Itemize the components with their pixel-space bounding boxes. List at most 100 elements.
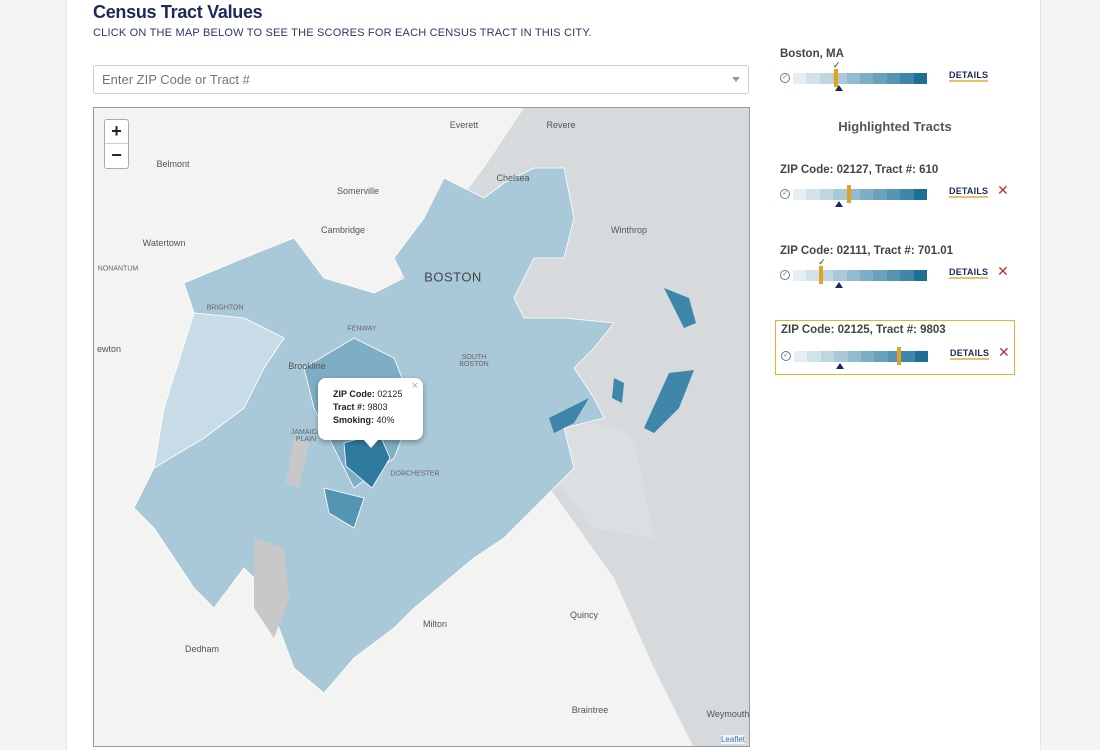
scale-segment bbox=[819, 270, 834, 281]
leaflet-attribution-link[interactable]: Leaflet bbox=[720, 735, 745, 744]
details-link[interactable]: DETAILS bbox=[949, 186, 989, 198]
scale-segment bbox=[846, 189, 861, 200]
scale-segment bbox=[833, 270, 847, 281]
search-input[interactable] bbox=[94, 66, 714, 93]
scale-segment bbox=[873, 270, 887, 281]
check-circle-icon[interactable]: ✓ bbox=[781, 351, 791, 361]
tract-popup: × ZIP Code: 02125 Tract #: 9803 Smoking:… bbox=[318, 378, 423, 448]
scale-segment bbox=[820, 351, 835, 362]
map-label: ewton bbox=[96, 344, 122, 354]
scale-segment bbox=[873, 73, 887, 84]
score-scale-bar: ✓ bbox=[793, 60, 928, 91]
check-icon: ✓ bbox=[832, 60, 841, 70]
map-label: Everett bbox=[449, 120, 479, 130]
map-label: Chelsea bbox=[496, 173, 530, 183]
popup-zip-label: ZIP Code: bbox=[333, 389, 375, 399]
scale-segment bbox=[900, 73, 914, 84]
scale-segment bbox=[914, 351, 929, 362]
scale-segment bbox=[846, 270, 861, 281]
map-label: Quincy bbox=[569, 610, 599, 620]
map-label: Brookline bbox=[288, 361, 326, 371]
scale-segment bbox=[806, 189, 820, 200]
score-marker bbox=[833, 69, 838, 87]
scale-segment bbox=[819, 189, 834, 200]
score-marker bbox=[847, 185, 852, 203]
card-title: ZIP Code: 02127, Tract #: 610 bbox=[780, 164, 939, 176]
details-link[interactable]: DETAILS bbox=[949, 70, 989, 82]
score-scale-bar: ✓ bbox=[793, 257, 928, 288]
highlighted-tract-card: ZIP Code: 02111, Tract #: 701.01 ✓ ✓ DET… bbox=[775, 241, 1015, 291]
score-scale-bar bbox=[793, 185, 928, 207]
scale-segment bbox=[794, 351, 808, 362]
scale-segment bbox=[861, 351, 875, 362]
tract-gray-2 bbox=[286, 438, 309, 488]
remove-tract-button[interactable]: ✕ bbox=[997, 182, 1009, 198]
remove-tract-button[interactable]: ✕ bbox=[998, 344, 1010, 360]
details-link[interactable]: DETAILS bbox=[950, 348, 990, 360]
zoom-in-button[interactable]: + bbox=[105, 120, 128, 144]
scale-segment bbox=[846, 73, 861, 84]
map-label: Belmont bbox=[156, 159, 190, 169]
check-circle-icon[interactable]: ✓ bbox=[780, 73, 790, 83]
average-triangle-icon bbox=[834, 85, 843, 91]
highlighted-tract-card: ZIP Code: 02125, Tract #: 9803 ✓ DETAILS… bbox=[775, 320, 1015, 375]
score-marker bbox=[896, 347, 901, 365]
popup-tract-label: Tract #: bbox=[333, 402, 366, 412]
card-title: ZIP Code: 02125, Tract #: 9803 bbox=[781, 324, 946, 336]
popup-close-button[interactable]: × bbox=[411, 380, 418, 392]
check-circle-icon[interactable]: ✓ bbox=[780, 189, 790, 199]
map-label: DORCHESTER bbox=[390, 470, 440, 478]
tract-gray bbox=[254, 538, 289, 638]
popup-metric: 40% bbox=[376, 415, 395, 425]
popup-metric-label: Smoking: bbox=[333, 415, 375, 425]
chevron-down-icon[interactable] bbox=[732, 77, 740, 82]
page-subtitle: CLICK ON THE MAP BELOW TO SEE THE SCORES… bbox=[93, 27, 592, 39]
scale-segment bbox=[860, 270, 874, 281]
average-triangle-icon bbox=[834, 201, 843, 207]
scale-segment bbox=[913, 189, 928, 200]
tract-mid bbox=[323, 487, 365, 529]
scale-segment bbox=[806, 73, 820, 84]
zoom-out-button[interactable]: − bbox=[111, 145, 122, 165]
scale-segment bbox=[900, 270, 914, 281]
scale-segment bbox=[900, 189, 914, 200]
popup-pointer bbox=[363, 439, 379, 448]
map-label: FENWAY bbox=[347, 325, 377, 333]
scale-segment bbox=[860, 73, 874, 84]
map-label: Revere bbox=[546, 120, 576, 130]
details-link[interactable]: DETAILS bbox=[949, 267, 989, 279]
average-triangle-icon bbox=[835, 363, 844, 369]
average-triangle-icon bbox=[834, 282, 843, 288]
tract-light bbox=[153, 312, 285, 469]
scale-segment bbox=[860, 189, 874, 200]
scale-segment bbox=[807, 351, 821, 362]
scale-segment bbox=[793, 189, 807, 200]
scale-segment bbox=[886, 189, 901, 200]
map-label: Milton bbox=[422, 619, 448, 629]
map-label: SOUTH BOSTON bbox=[459, 354, 489, 368]
scale-segment bbox=[886, 73, 901, 84]
popup-zip: 02125 bbox=[377, 389, 403, 399]
island bbox=[664, 288, 696, 328]
zip-tract-search[interactable] bbox=[93, 65, 749, 94]
highlighted-tracts-heading: Highlighted Tracts bbox=[838, 119, 952, 134]
check-circle-icon[interactable]: ✓ bbox=[780, 270, 790, 280]
map-label: BRIGHTON bbox=[206, 304, 244, 312]
scale-segment bbox=[847, 351, 862, 362]
remove-tract-button[interactable]: ✕ bbox=[997, 263, 1009, 279]
scale-segment bbox=[819, 73, 834, 84]
map[interactable]: Everett Revere Belmont Chelsea Somervill… bbox=[93, 107, 750, 747]
scale-segment bbox=[834, 351, 848, 362]
map-label: Watertown bbox=[142, 238, 186, 248]
map-canvas[interactable] bbox=[94, 108, 750, 747]
zoom-control: + − bbox=[104, 119, 129, 169]
map-label: Dedham bbox=[184, 644, 220, 654]
scale-segment bbox=[886, 270, 901, 281]
scale-segment bbox=[874, 351, 888, 362]
scale-segment bbox=[833, 73, 847, 84]
card-title: ZIP Code: 02111, Tract #: 701.01 bbox=[780, 245, 954, 257]
map-label: BOSTON bbox=[424, 269, 482, 285]
scale-segment bbox=[793, 270, 807, 281]
page-title: Census Tract Values bbox=[93, 2, 263, 22]
score-marker bbox=[819, 266, 824, 284]
